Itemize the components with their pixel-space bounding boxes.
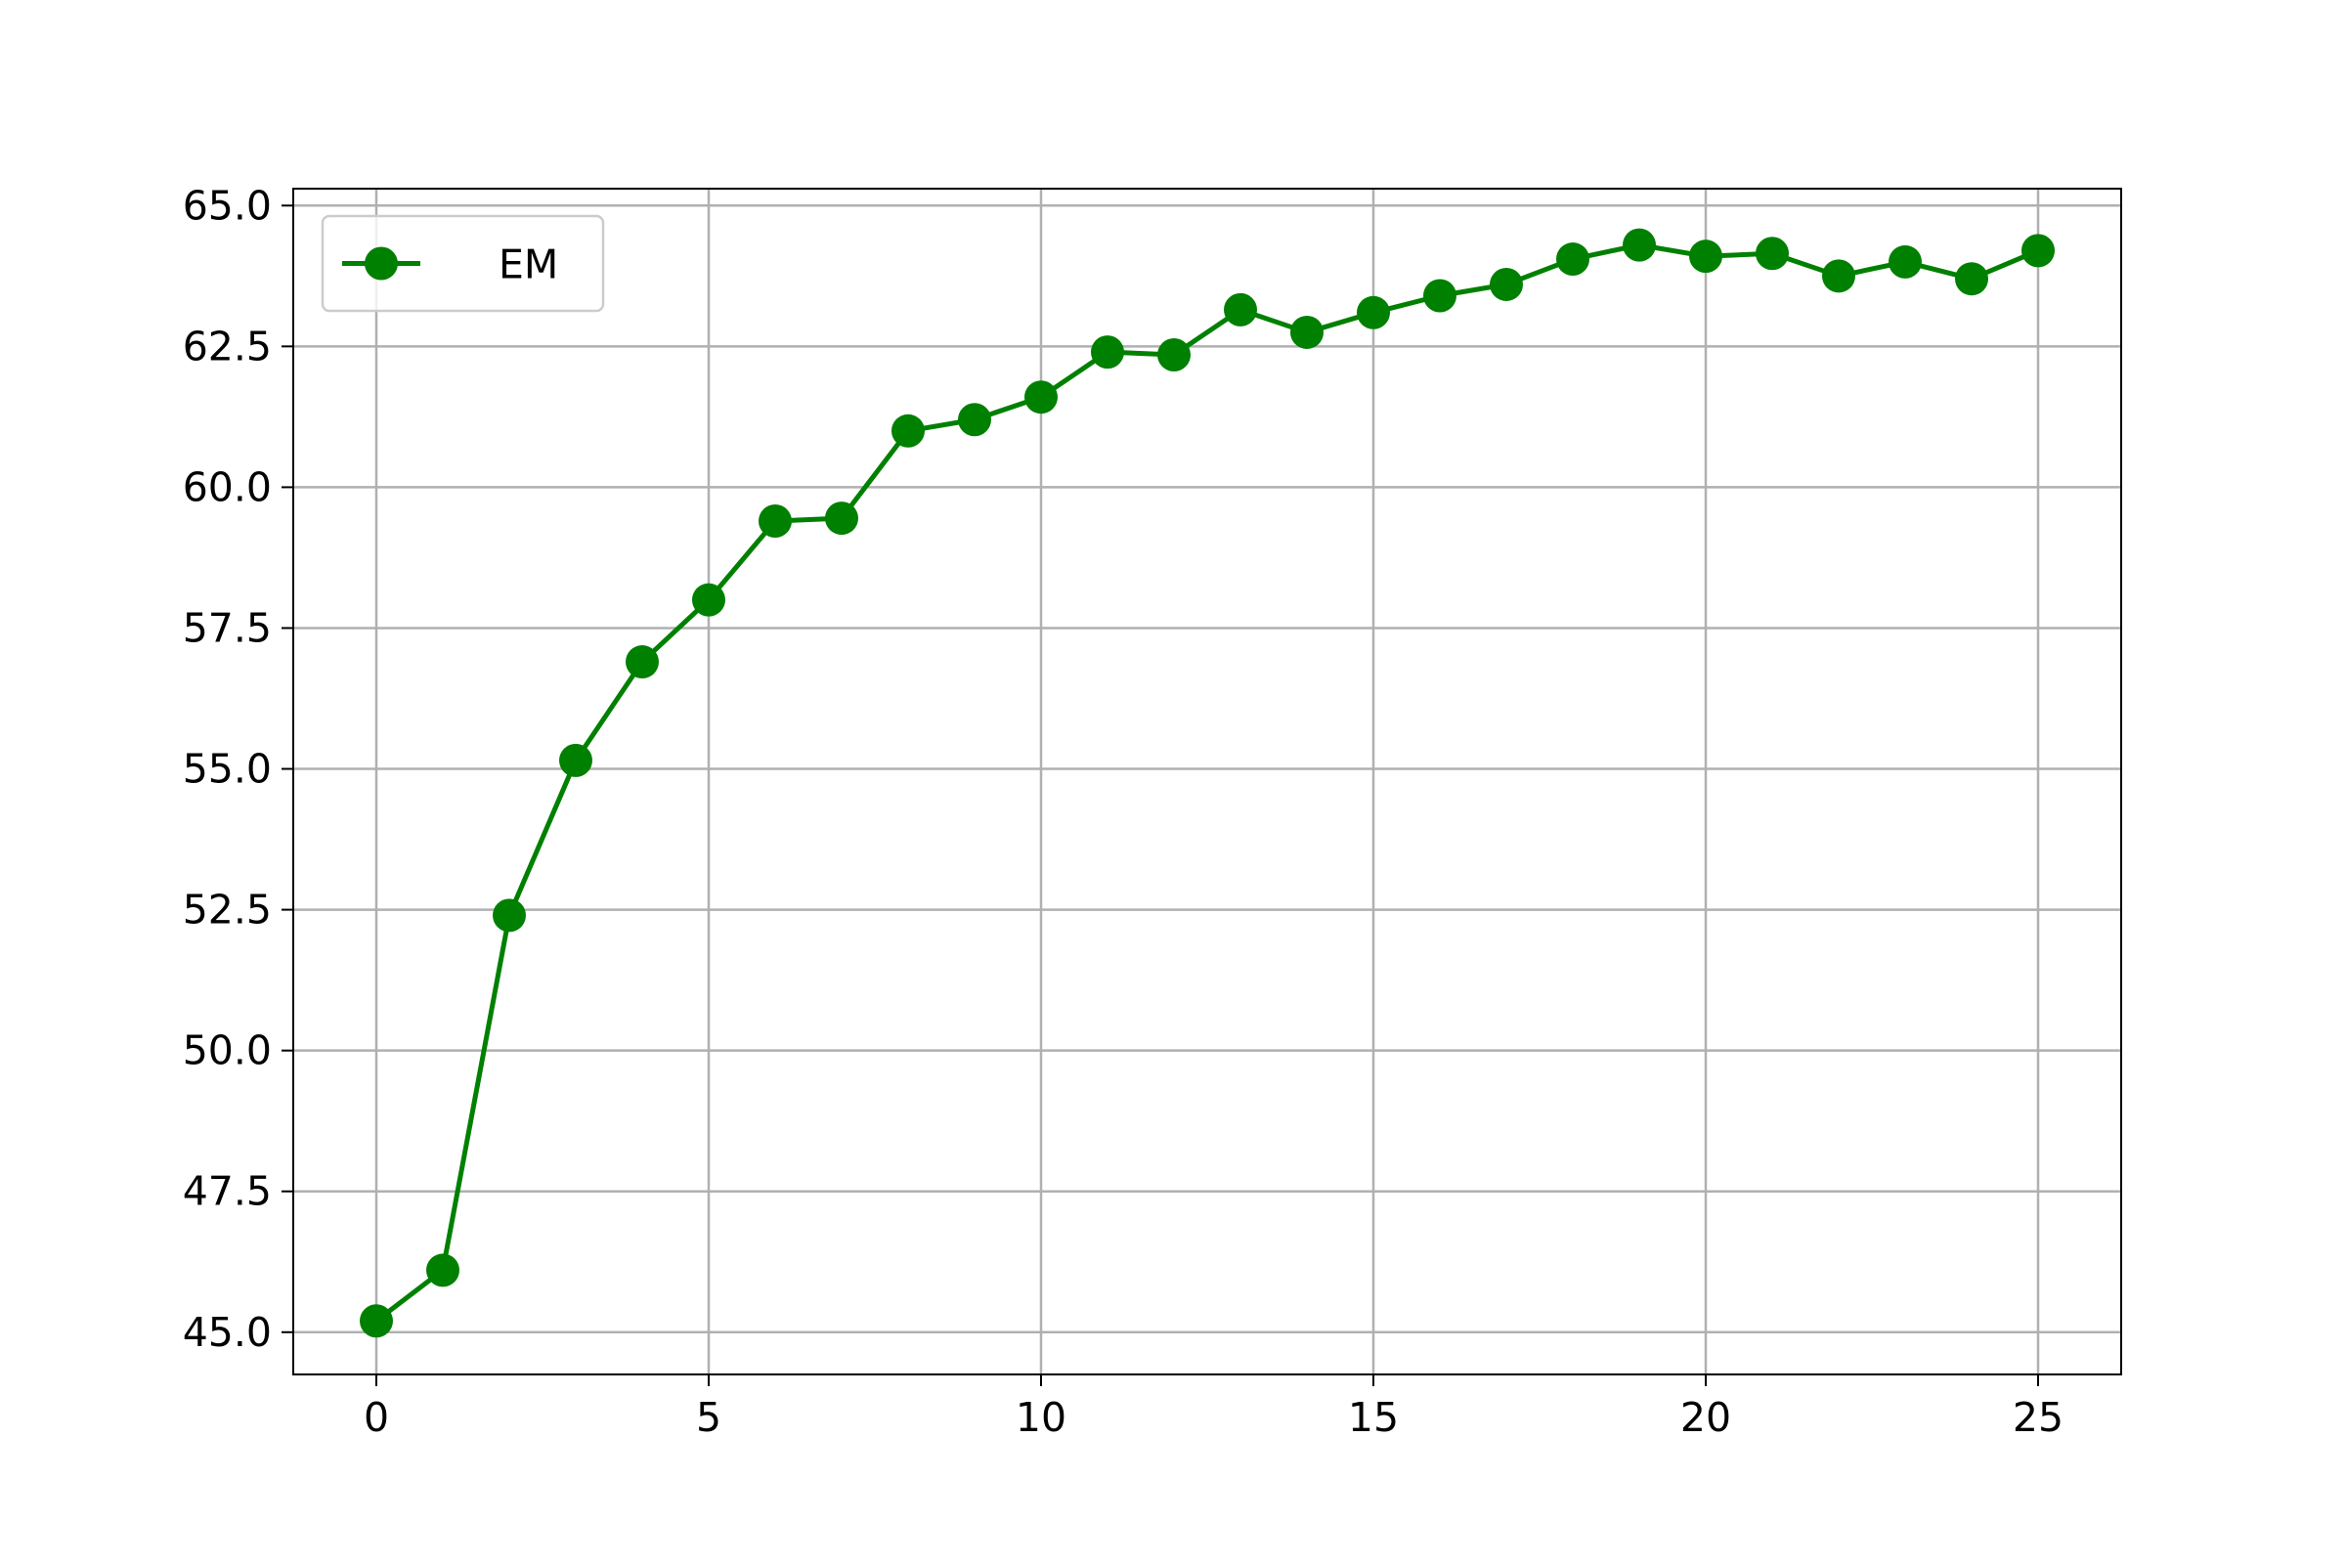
y-tick-label: 52.5: [183, 887, 272, 934]
y-tick-label: 60.0: [183, 463, 272, 510]
legend-label: EM: [499, 241, 558, 288]
data-point: [825, 501, 858, 536]
data-point: [1756, 237, 1789, 271]
data-point: [1024, 380, 1058, 414]
data-point: [759, 503, 792, 538]
data-point: [1889, 244, 1922, 279]
y-tick-label: 57.5: [183, 604, 272, 651]
x-axis: 0 5 10 15 20 25: [364, 1374, 2064, 1441]
x-tick-label: 10: [1016, 1394, 1066, 1441]
data-point: [1822, 259, 1855, 293]
data-point: [360, 1304, 393, 1338]
data-point: [493, 898, 526, 933]
data-point: [1091, 335, 1124, 370]
x-tick-label: 0: [364, 1394, 389, 1441]
legend-marker: [365, 246, 398, 281]
data-point: [1357, 295, 1390, 329]
legend: EM: [321, 214, 605, 313]
data-point: [1224, 292, 1257, 327]
legend-box: [321, 214, 605, 313]
series-layer: [360, 228, 2055, 1338]
y-tick-label: 45.0: [183, 1309, 272, 1356]
data-point: [2021, 234, 2055, 268]
data-point: [1955, 262, 1988, 296]
data-point: [1556, 242, 1589, 277]
data-point: [958, 403, 991, 437]
y-tick-label: 50.0: [183, 1027, 272, 1074]
data-point: [692, 583, 725, 617]
x-tick-label: 15: [1348, 1394, 1399, 1441]
y-tick-label: 65.0: [183, 182, 272, 229]
data-point: [1157, 337, 1191, 371]
y-axis: 45.0 47.5 50.0 52.5 55.0 57.5 60.0 62.5 65.0: [183, 182, 293, 1356]
y-tick-label: 62.5: [183, 323, 272, 370]
data-point: [1290, 315, 1324, 349]
data-point: [1490, 267, 1523, 301]
y-tick-label: 55.0: [183, 746, 272, 793]
data-point: [1423, 279, 1456, 313]
data-point: [1623, 228, 1656, 262]
y-tick-label: 47.5: [183, 1168, 272, 1215]
x-tick-label: 20: [1680, 1394, 1731, 1441]
data-point: [891, 414, 925, 448]
data-point: [1689, 240, 1722, 274]
data-point: [426, 1253, 459, 1287]
data-point: [559, 743, 592, 777]
x-tick-label: 5: [696, 1394, 721, 1441]
plot-frame: [292, 188, 2122, 1375]
x-tick-label: 25: [2013, 1394, 2064, 1441]
data-point: [626, 645, 659, 679]
